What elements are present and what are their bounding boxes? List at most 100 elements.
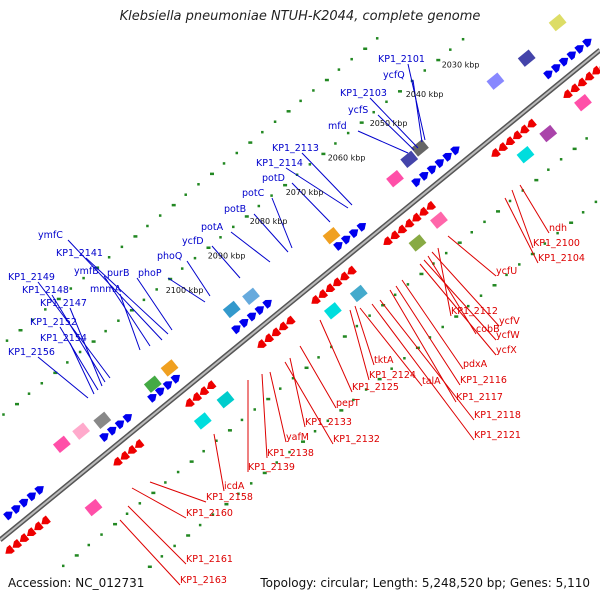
reverse-gene-arrow bbox=[199, 386, 210, 395]
gc-dot bbox=[235, 151, 239, 155]
forward-gene-arrow bbox=[106, 426, 117, 436]
reverse-gene-arrow bbox=[192, 392, 203, 401]
gc-dot bbox=[222, 162, 226, 165]
gc-dot bbox=[372, 110, 375, 114]
gc-dot bbox=[368, 314, 371, 317]
gc-dot bbox=[266, 397, 271, 401]
gc-dot bbox=[436, 58, 441, 62]
gc-dot bbox=[291, 376, 295, 380]
ruler-tick-label: 2080 kbp bbox=[250, 217, 288, 226]
label-leader-line bbox=[253, 213, 289, 253]
gc-dot bbox=[393, 293, 397, 297]
reverse-gene-arrow bbox=[26, 527, 37, 537]
forward-gene-arrow bbox=[333, 242, 343, 251]
reverse-gene-arrow bbox=[185, 397, 195, 407]
forward-gene-label: KP1_2147 bbox=[40, 298, 87, 309]
forward-gene-arrow bbox=[147, 394, 157, 403]
label-leader-line bbox=[431, 251, 500, 327]
gc-dot bbox=[385, 100, 388, 104]
forward-gene-arrow bbox=[340, 235, 351, 245]
label-leader-line bbox=[284, 361, 334, 445]
ruler-tick-label: 2030 kbp bbox=[442, 60, 480, 69]
ruler-tick-label: 2040 kbp bbox=[406, 90, 444, 99]
gc-dot bbox=[428, 336, 432, 339]
reverse-gene-label: ycfW bbox=[496, 330, 520, 341]
label-leader-line bbox=[412, 79, 423, 143]
cog-feature-block bbox=[216, 391, 235, 409]
reverse-gene-arrow bbox=[278, 321, 289, 331]
ruler-ticks: 2030 kbp 2040 kbp 2050 kbp 2060 kbp 2070 kbp… bbox=[166, 60, 480, 294]
forward-gene-arrow bbox=[34, 486, 44, 495]
gc-dot bbox=[147, 565, 152, 569]
forward-gene-arrow bbox=[426, 165, 437, 175]
gc-dot bbox=[113, 522, 118, 526]
label-leader-line bbox=[419, 263, 497, 356]
gc-dot bbox=[78, 350, 82, 354]
label-leader-line bbox=[103, 275, 151, 347]
map-title: Klebsiella pneumoniae NTUH-K2044, comple… bbox=[119, 9, 481, 24]
gc-dot bbox=[419, 272, 424, 276]
forward-gene-label: purB bbox=[107, 268, 129, 279]
reverse-gene-label: KP1_2116 bbox=[460, 375, 507, 386]
gc-dot bbox=[232, 225, 235, 229]
gc-dot bbox=[381, 303, 386, 307]
label-leader-line bbox=[504, 197, 539, 264]
reverse-gene-label: pdxA bbox=[463, 359, 488, 370]
forward-gene-arrow bbox=[411, 178, 421, 188]
forward-gene-arrow bbox=[154, 387, 165, 397]
reverse-gene-arrow bbox=[390, 230, 401, 240]
gc-dot bbox=[313, 429, 317, 433]
label-leader-line bbox=[51, 294, 106, 383]
gc-dot bbox=[279, 387, 282, 390]
reverse-gene-label: ycfU bbox=[496, 266, 517, 277]
label-leader-line bbox=[261, 373, 268, 459]
cog-feature-block bbox=[408, 234, 427, 252]
forward-gene-arrow bbox=[231, 325, 241, 335]
gc-dot bbox=[377, 377, 382, 381]
reverse-gene-label: KP1_2132 bbox=[333, 434, 380, 445]
reverse-gene-arrow bbox=[332, 277, 343, 287]
cog-feature-block bbox=[84, 498, 103, 517]
gc-dot bbox=[406, 283, 410, 286]
reverse-gene-arrow bbox=[404, 218, 415, 228]
forward-gene-label: ycfS bbox=[348, 105, 368, 116]
label-leader-line bbox=[213, 433, 225, 492]
gc-dot bbox=[441, 325, 444, 329]
cog-feature-block bbox=[193, 412, 212, 430]
gc-dot bbox=[164, 481, 167, 484]
forward-gene-arrow bbox=[122, 414, 133, 423]
cog-feature-block bbox=[93, 411, 112, 430]
reverse-gene-arrow bbox=[347, 265, 357, 275]
cog-feature-block bbox=[52, 435, 71, 453]
forward-gene-label: ymfC bbox=[38, 230, 63, 241]
reverse-gene-label: cobB bbox=[476, 324, 500, 335]
gc-dot bbox=[224, 502, 229, 506]
reverse-gene-arrow bbox=[12, 539, 23, 548]
gc-dot bbox=[326, 419, 330, 423]
reverse-gene-label: yafM bbox=[286, 432, 309, 443]
reverse-gene-arrow bbox=[5, 544, 15, 554]
cog-feature-block bbox=[400, 150, 419, 169]
reverse-gene-arrow bbox=[120, 450, 131, 460]
reverse-gene-arrow bbox=[577, 77, 588, 87]
forward-gene-arrow bbox=[348, 229, 359, 239]
gc-dot bbox=[556, 231, 559, 235]
cog-feature-block bbox=[548, 13, 567, 32]
forward-gene-label: mfd bbox=[328, 121, 347, 132]
gc-dot bbox=[304, 366, 309, 370]
gc-dot bbox=[87, 543, 91, 547]
gc-dot bbox=[454, 315, 459, 318]
forward-gene-label: potA bbox=[201, 222, 224, 233]
forward-gene-arrow bbox=[246, 312, 257, 322]
forward-gene-arrow bbox=[114, 420, 125, 430]
forward-gene-label: mnmA bbox=[90, 284, 122, 295]
gc-dot bbox=[186, 534, 191, 537]
gc-dot bbox=[61, 564, 65, 568]
label-leader-line bbox=[37, 356, 89, 399]
gc-dot bbox=[210, 172, 215, 176]
label-leader-line bbox=[354, 305, 375, 366]
gc-dot bbox=[18, 328, 23, 332]
label-leader-line bbox=[127, 505, 187, 565]
